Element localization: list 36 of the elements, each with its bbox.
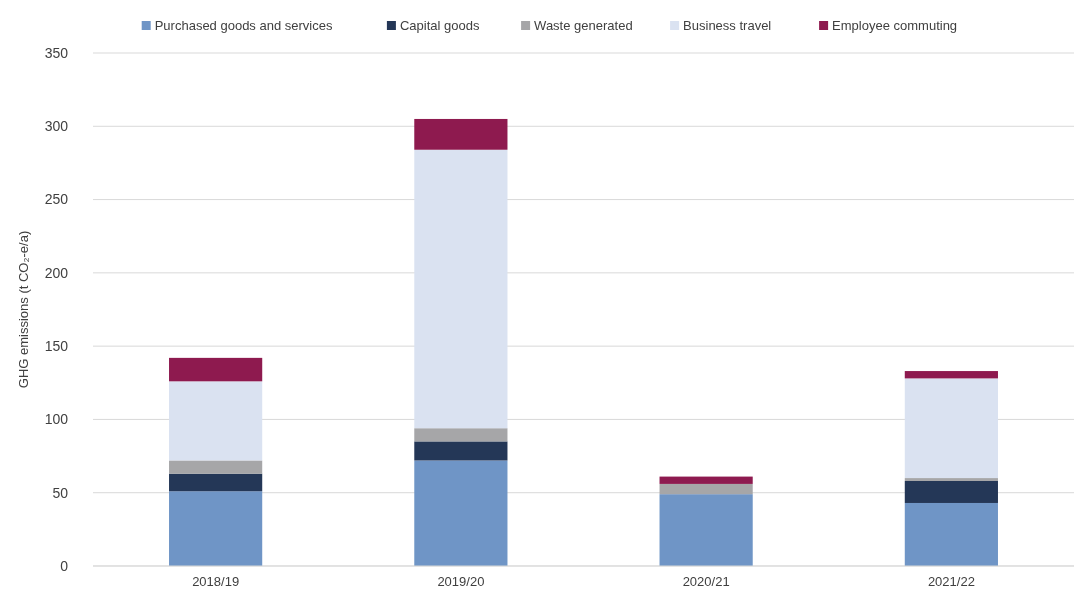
y-tick-label: 100 — [44, 411, 69, 428]
legend-label: Waste generated — [534, 18, 633, 33]
bar — [169, 473, 263, 492]
y-tick-label: 0 — [60, 557, 69, 574]
legend-label: Capital goods — [399, 18, 480, 33]
bar — [414, 460, 508, 566]
y-tick-label: 300 — [44, 118, 69, 135]
bar — [659, 476, 753, 484]
bar — [169, 460, 263, 474]
y-tick-label: 200 — [44, 264, 69, 281]
y-axis-title: GHG emissions (t CO₂-e/a) — [16, 230, 31, 389]
x-tick-label: 2019/20 — [437, 574, 485, 589]
bar — [659, 483, 753, 495]
y-tick-label: 150 — [44, 338, 69, 355]
bar — [414, 149, 508, 429]
x-tick-label: 2021/22 — [927, 574, 975, 589]
legend-label: Purchased goods and services — [154, 18, 333, 33]
x-tick-label: 2020/21 — [682, 574, 730, 589]
legend-label: Business travel — [683, 18, 772, 33]
bar — [169, 357, 263, 382]
bar — [904, 378, 998, 479]
bar — [169, 381, 263, 461]
y-tick-label: 250 — [44, 191, 69, 208]
bar — [904, 371, 998, 379]
bar — [904, 502, 998, 566]
x-tick-label: 2018/19 — [192, 574, 240, 589]
bar — [414, 428, 508, 442]
bar — [659, 494, 753, 566]
bar — [414, 441, 508, 461]
legend-label: Employee commuting — [832, 18, 958, 33]
bar — [169, 491, 263, 566]
y-tick-label: 50 — [52, 484, 69, 501]
bar — [904, 480, 998, 503]
bar — [414, 118, 508, 150]
y-tick-label: 350 — [44, 44, 69, 61]
bar — [904, 478, 998, 481]
